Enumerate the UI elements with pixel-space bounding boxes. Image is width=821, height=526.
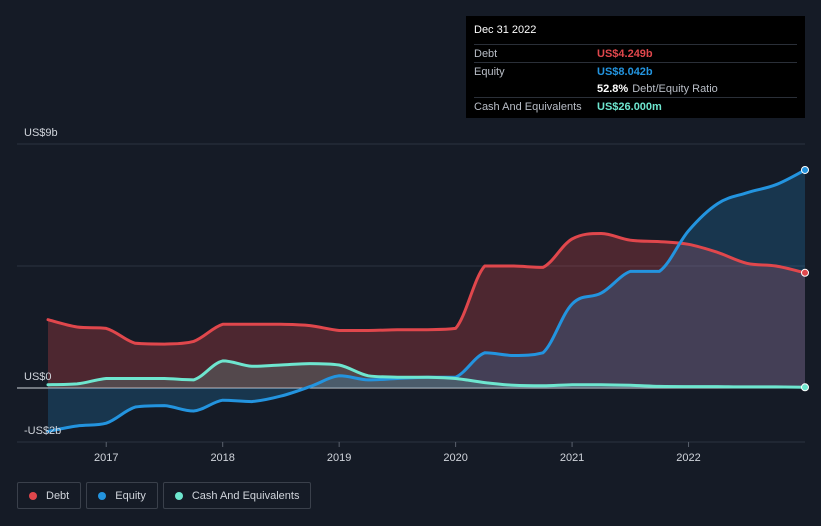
cash-dot-icon — [174, 491, 183, 500]
debt-area — [48, 233, 805, 388]
legend-item-debt[interactable]: Debt — [17, 482, 82, 509]
tooltip-cash-value: US$26.000m — [597, 100, 662, 113]
debt-dot-icon — [29, 491, 37, 500]
x-tick-label: 2018 — [210, 452, 234, 464]
y-tick-label: -US$2b — [24, 425, 61, 437]
y-tick-label: US$9b — [24, 127, 58, 139]
equity-area — [48, 170, 805, 432]
x-tick-label: 2022 — [676, 452, 700, 464]
data-tooltip: Dec 31 2022 Debt US$4.249b Equity US$8.0… — [466, 16, 805, 118]
equity-dot-icon — [98, 491, 107, 500]
tooltip-debt-value: US$4.249b — [597, 47, 653, 60]
tooltip-date: Dec 31 2022 — [474, 24, 537, 36]
cash-endpoint-marker — [801, 383, 809, 392]
series-areas — [48, 170, 805, 432]
cash-line — [46, 359, 807, 389]
tooltip-cash-row: Cash And Equivalents US$26.000m — [474, 97, 797, 115]
tooltip-debt-row: Debt US$4.249b — [474, 44, 797, 62]
tooltip-equity-row: Equity US$8.042b — [474, 62, 797, 80]
series-endpoints — [801, 165, 809, 392]
legend-label-cash: Cash And Equivalents — [191, 489, 300, 502]
x-tick-label: 2017 — [94, 452, 118, 464]
tooltip-ratio-row: 52.8% Debt/Equity Ratio — [474, 80, 797, 97]
x-tick-label: 2021 — [560, 452, 584, 464]
tooltip-cash-label: Cash And Equivalents — [474, 100, 582, 113]
debt-endpoint-marker — [801, 268, 809, 277]
tooltip-equity-label: Equity — [474, 65, 505, 78]
legend-item-cash[interactable]: Cash And Equivalents — [162, 482, 312, 509]
tooltip-ratio-label: Debt/Equity Ratio — [632, 82, 718, 95]
equity-endpoint-marker — [801, 165, 809, 174]
legend-label-debt: Debt — [46, 489, 70, 502]
cash-area — [48, 360, 805, 388]
legend-label-equity: Equity — [115, 489, 146, 502]
chart-legend: Debt Equity Cash And Equivalents — [17, 482, 312, 509]
tooltip-equity-value: US$8.042b — [597, 65, 653, 78]
y-tick-label: US$0 — [24, 371, 52, 383]
tooltip-debt-label: Debt — [474, 47, 498, 60]
tooltip-ratio-value: 52.8% — [597, 82, 629, 95]
grid-lines — [17, 143, 805, 443]
legend-item-equity[interactable]: Equity — [86, 482, 158, 509]
x-tick-label: 2019 — [327, 452, 351, 464]
x-tick-label: 2020 — [443, 452, 467, 464]
series-lines — [46, 168, 807, 433]
axis-labels: US$9b US$0 -US$2b 2017 2018 2019 2020 2021 2022 — [24, 127, 701, 464]
